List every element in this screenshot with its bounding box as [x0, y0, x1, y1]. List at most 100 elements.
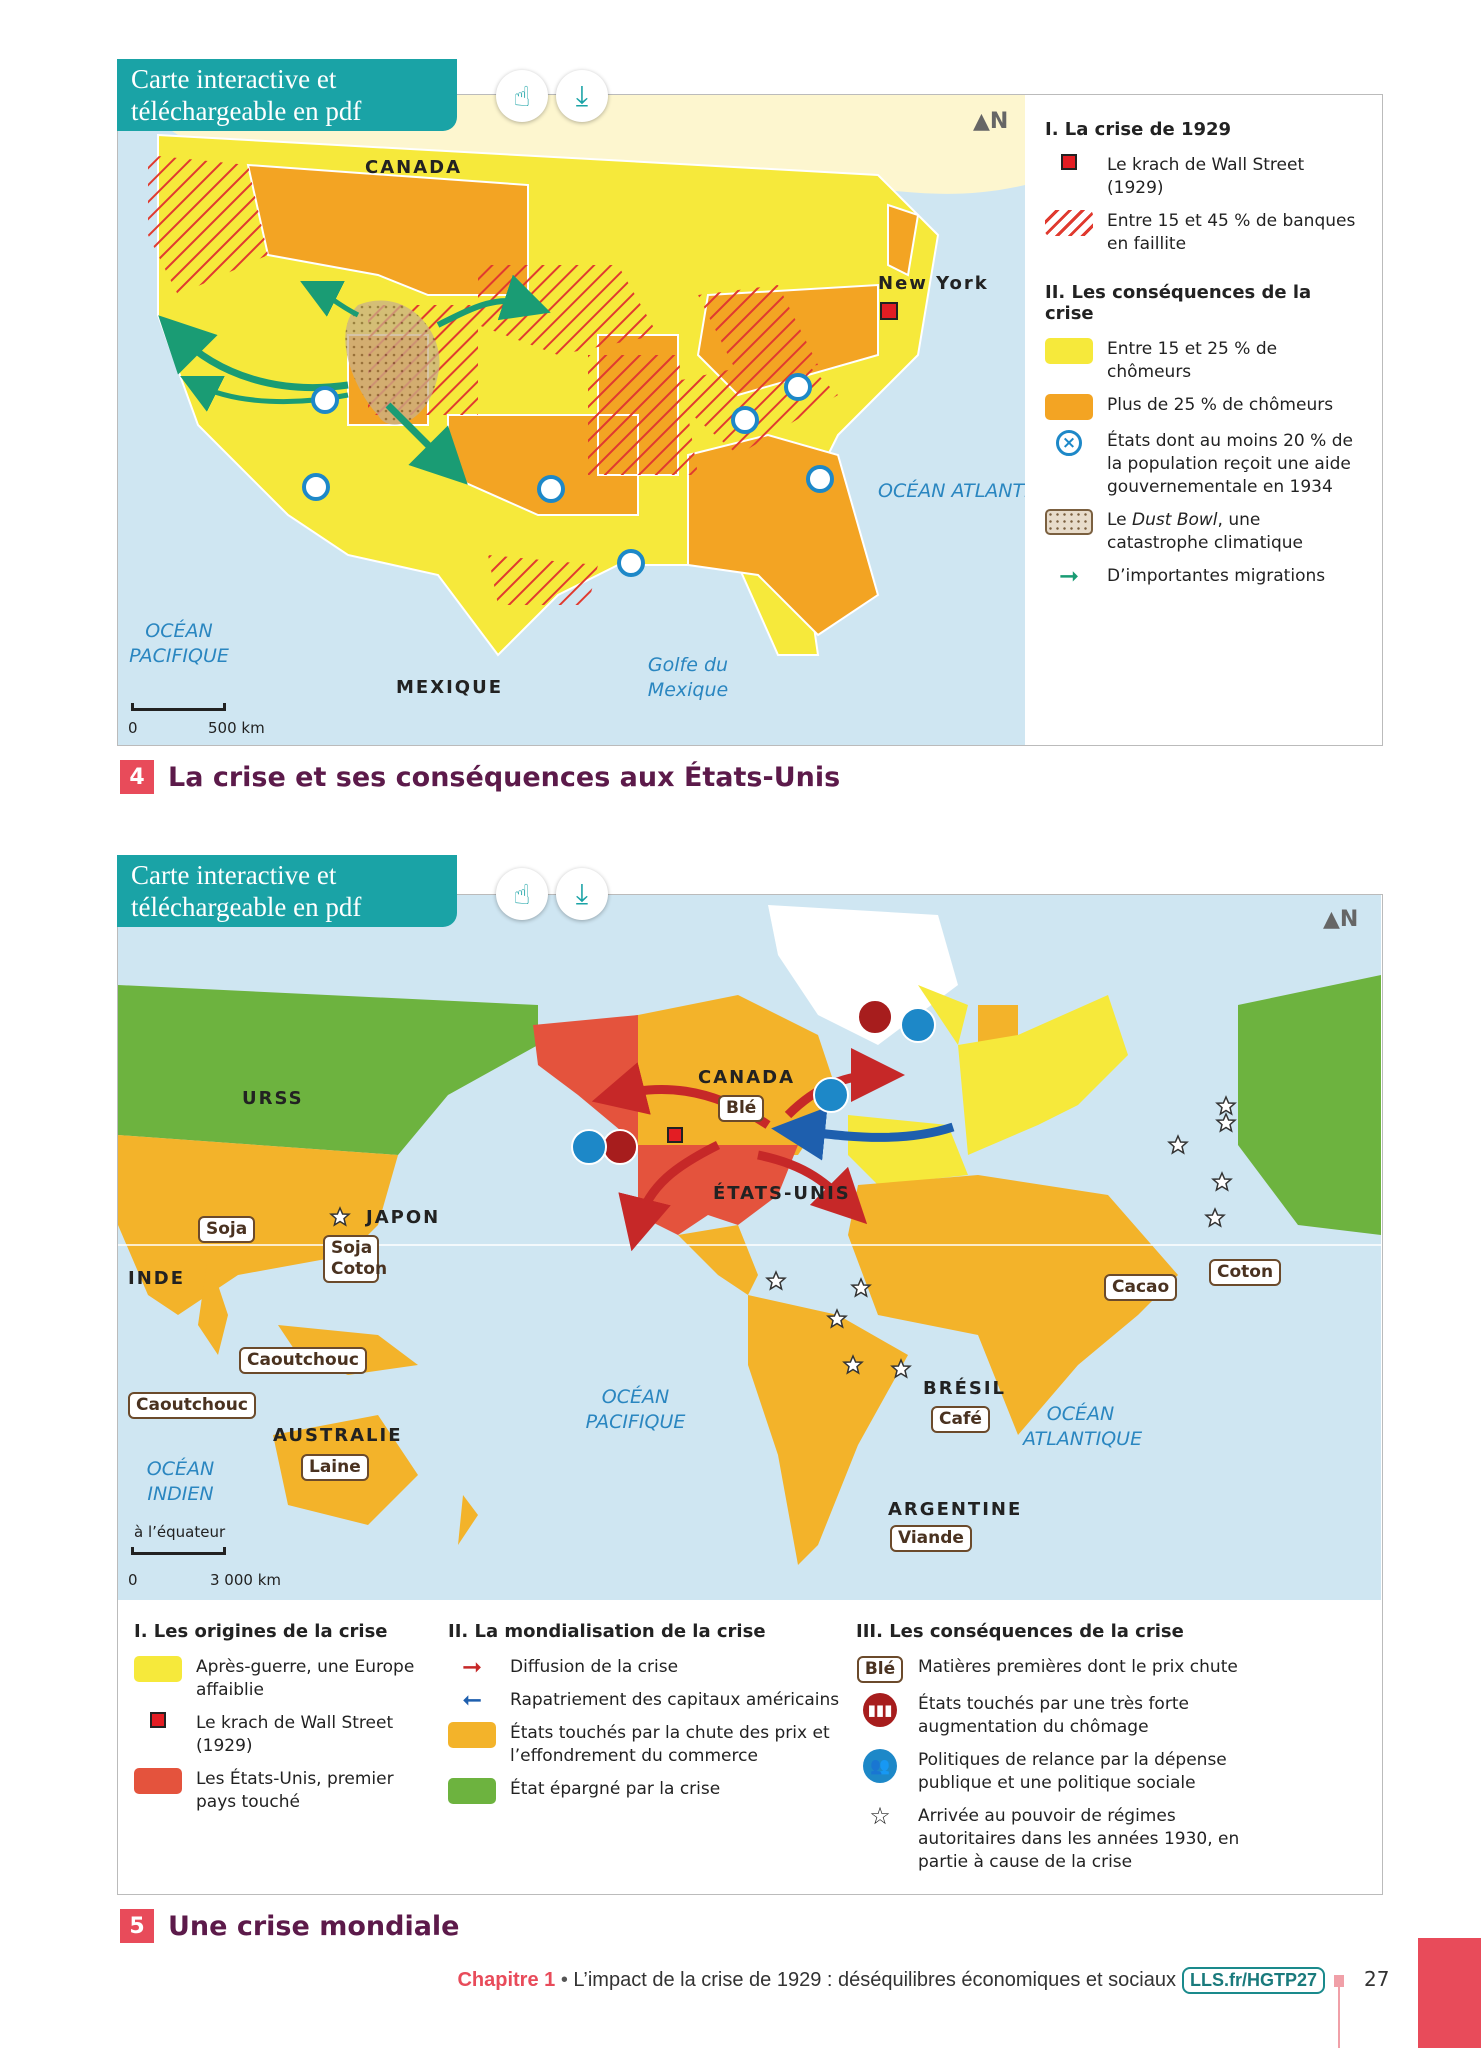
label-new-york: New York: [878, 273, 989, 294]
footer-separator: •: [555, 1969, 574, 1991]
migration-arrow-icon: ➞: [1058, 562, 1080, 590]
map5-interactive-tag[interactable]: Carte interactive et téléchargeable en p…: [117, 855, 457, 927]
legend-col-3: III. Les conséquences de la crise Blé Mat…: [856, 1621, 1276, 1884]
label-argentine: ARGENTINE: [888, 1499, 1023, 1520]
page-tab: [1418, 1938, 1481, 2048]
legend-chom-25: Plus de 25 % de chômeurs: [1107, 395, 1334, 415]
legend-relance: Politiques de relance par la dépense pub…: [918, 1750, 1227, 1793]
legend-aide: États dont au moins 20 % de la populatio…: [1107, 431, 1353, 497]
wall-street-square-icon: [150, 1712, 166, 1728]
page-marker: [1334, 1975, 1344, 1987]
product-laine: Laine: [301, 1454, 369, 1481]
product-caoutchouc-1: Caoutchouc: [239, 1347, 367, 1374]
red-swatch: [134, 1768, 182, 1794]
scale-zero: 0: [128, 719, 138, 737]
map4-interactive-tag[interactable]: Carte interactive et téléchargeable en p…: [117, 59, 457, 131]
legend-repatriation: Rapatriement des capitaux américains: [510, 1690, 840, 1710]
star-icon: [842, 1354, 864, 1375]
wall-street-square-icon: [1061, 154, 1077, 170]
factory-unemployment-icon: ▮▮▮: [863, 1693, 897, 1727]
label-japon: JAPON: [366, 1207, 441, 1228]
map5-frame: URSS CANADA Blé ÉTATS-UNIS JAPON Soja So…: [117, 894, 1383, 1895]
star-icon: [1167, 1134, 1189, 1155]
legend-usa: Les États-Unis, premier pays touché: [196, 1769, 394, 1812]
label-mexique: MEXIQUE: [396, 677, 503, 698]
star-icon: [765, 1270, 787, 1291]
label-canada: CANADA: [698, 1067, 796, 1088]
star-icon: ☆: [869, 1802, 891, 1830]
map4-frame: CANADA New York MEXIQUE OCÉAN ATLANTIQUE…: [117, 94, 1383, 746]
yellow-swatch: [1045, 338, 1093, 364]
footer-chapter: Chapitre 1: [457, 1969, 556, 1991]
caption-title: La crise et ses conséquences aux États-U…: [168, 761, 841, 793]
product-cafe: Café: [931, 1406, 990, 1433]
caption-4: 4 La crise et ses conséquences aux États…: [120, 760, 840, 794]
download-icon[interactable]: ⤓: [556, 70, 608, 122]
dust-bowl-swatch: [1045, 509, 1093, 535]
star-icon: [1215, 1095, 1237, 1116]
star-icon: [329, 1206, 351, 1227]
legend-col1-title: I. Les origines de la crise: [134, 1621, 388, 1642]
caption-number: 5: [120, 1909, 154, 1943]
scale-bar: [131, 703, 226, 711]
star-icon: [890, 1358, 912, 1379]
footer: Chapitre 1 • L’impact de la crise de 192…: [457, 1967, 1325, 1994]
product-sample: Blé: [856, 1656, 904, 1683]
label-ocean-atlantique: OCÉAN ATLANTIQUE: [878, 480, 1025, 502]
star-icon: [826, 1308, 848, 1329]
world-map-drawing: [118, 905, 1381, 1565]
download-icon[interactable]: ⤓: [556, 868, 608, 920]
repatriation-arrow-icon: ➞: [461, 1686, 483, 1714]
label-ocean-pacifique: OCÉAN PACIFIQUE: [129, 620, 229, 667]
legend-banques: Entre 15 et 45 % de banques en faillite: [1107, 211, 1356, 254]
relance-icons: [571, 1007, 936, 1165]
caption-number: 4: [120, 760, 154, 794]
legend-touched: États touchés par la chute des prix et l…: [510, 1723, 830, 1766]
footer-title: L’impact de la crise de 1929 : déséquili…: [573, 1969, 1176, 1991]
legend-raw-materials: Matières premières dont le prix chute: [918, 1657, 1238, 1677]
label-bresil: BRÉSIL: [923, 1378, 1007, 1399]
legend-unemployment: États touchés par une très forte augment…: [918, 1694, 1189, 1737]
product-soja: Soja: [198, 1216, 256, 1243]
legend-diffusion: Diffusion de la crise: [510, 1657, 679, 1677]
scale-note: à l’équateur: [134, 1523, 226, 1541]
legend-col-2: II. La mondialisation de la crise ➞ Diffu…: [448, 1621, 848, 1814]
scale-distance: 500 km: [208, 719, 265, 737]
touch-icon[interactable]: ☝: [496, 70, 548, 122]
footer-link[interactable]: LLS.fr/HGTP27: [1181, 1967, 1325, 1994]
aid-markers: [302, 373, 834, 577]
label-golfe-du-mexique: Golfe du Mexique: [647, 654, 729, 701]
people-relance-icon: 👥: [863, 1749, 897, 1783]
unemployment-icons: [602, 999, 893, 1165]
star-icon: [1204, 1207, 1226, 1228]
product-coton: Coton: [1209, 1259, 1282, 1286]
legend-section-1: I. La crise de 1929: [1045, 119, 1232, 140]
legend-dust-bowl: Le Dust Bowl, une catastrophe climatique: [1107, 510, 1303, 553]
yellow-swatch: [134, 1656, 182, 1682]
touch-icon[interactable]: ☝: [496, 868, 548, 920]
wall-street-marker: [667, 1127, 683, 1143]
aid-x-icon: ×: [1056, 430, 1082, 456]
label-etats-unis: ÉTATS-UNIS: [713, 1183, 851, 1204]
north-arrow-icon: ▲N: [1323, 907, 1359, 932]
caption-title: Une crise mondiale: [168, 1910, 460, 1942]
product-viande: Viande: [890, 1525, 972, 1552]
legend-col-1: I. Les origines de la crise Après-guerre…: [134, 1621, 434, 1824]
label-canada: CANADA: [365, 157, 463, 178]
scale-zero: 0: [128, 1571, 138, 1589]
caption-5: 5 Une crise mondiale: [120, 1909, 460, 1943]
legend-spared: État épargné par la crise: [510, 1779, 721, 1799]
legend-europe: Après-guerre, une Europe affaiblie: [196, 1657, 415, 1700]
star-icon: [1211, 1171, 1233, 1192]
product-ble: Blé: [718, 1095, 765, 1122]
orange-swatch: [1045, 394, 1093, 420]
usa-map: CANADA New York MEXIQUE OCÉAN ATLANTIQUE…: [118, 95, 1025, 745]
legend-col3-title: III. Les conséquences de la crise: [856, 1621, 1184, 1642]
wall-street-marker: [880, 302, 898, 320]
legend-col2-title: II. La mondialisation de la crise: [448, 1621, 766, 1642]
world-map: URSS CANADA Blé ÉTATS-UNIS JAPON Soja So…: [118, 895, 1381, 1600]
legend-migrations: D’importantes migrations: [1107, 566, 1326, 586]
usa-map-drawing: [118, 95, 1025, 657]
scale-bar: [131, 1547, 226, 1555]
legend-krach: Le krach de Wall Street (1929): [1107, 155, 1305, 198]
